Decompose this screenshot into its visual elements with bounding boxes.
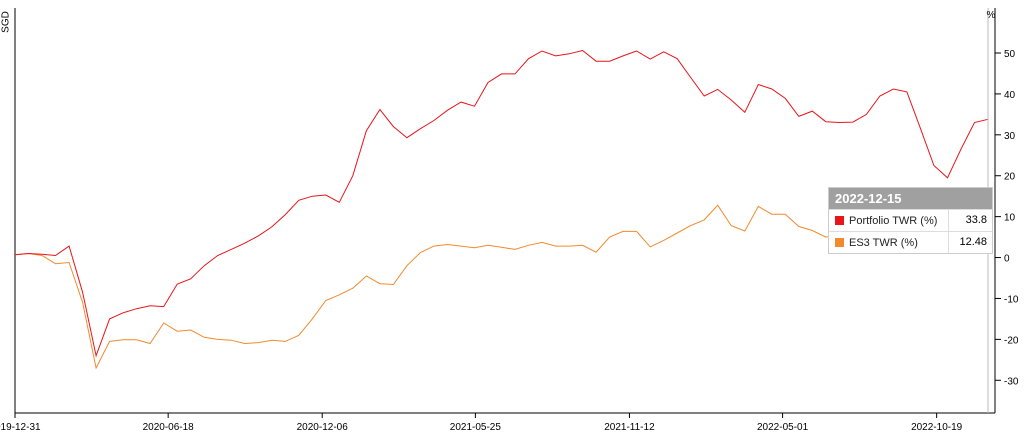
y2-tick-label: 10 [1004, 213, 1016, 224]
swatch [835, 216, 844, 225]
y2-tick-label: 50 [1004, 49, 1016, 60]
tooltip-row: ES3 TWR (%) 12.48 [829, 231, 992, 253]
series-line [14, 204, 989, 370]
tooltip: 2022-12-15 Portfolio TWR (%) 33.8 ES3 TWR… [828, 187, 993, 254]
y2-tick-label: -20 [1004, 335, 1019, 346]
x-tick-label: 2022-10-19 [911, 422, 963, 433]
y2-tick-label: 30 [1004, 131, 1016, 142]
x-tick-label: 2021-11-12 [604, 422, 655, 433]
tooltip-date: 2022-12-15 [829, 188, 992, 209]
y2-tick-label: -30 [1004, 376, 1019, 387]
y2-tick-label: 20 [1004, 172, 1016, 183]
tooltip-row: Portfolio TWR (%) 33.8 [829, 209, 992, 231]
x-tick-label: 2020-06-18 [143, 422, 195, 433]
y2-tick-label: 0 [1004, 254, 1010, 265]
x-tick-label: 2019-12-31 [0, 422, 41, 433]
y-axis-label: SGD [1, 11, 12, 33]
x-tick-label: 2022-05-01 [757, 422, 809, 433]
series-line [14, 49, 989, 358]
x-tick-label: 2021-05-25 [450, 422, 502, 433]
series-value: 33.8 [948, 210, 992, 231]
y2-tick-label: 40 [1004, 90, 1016, 101]
series-value: 12.48 [948, 232, 992, 253]
series-name: Portfolio TWR (%) [849, 214, 938, 227]
y2-axis-label: % [987, 10, 996, 21]
series-name: ES3 TWR (%) [849, 236, 918, 249]
x-tick-label: 2020-12-06 [297, 422, 349, 433]
swatch [835, 238, 844, 247]
y2-tick-label: -10 [1004, 294, 1019, 305]
